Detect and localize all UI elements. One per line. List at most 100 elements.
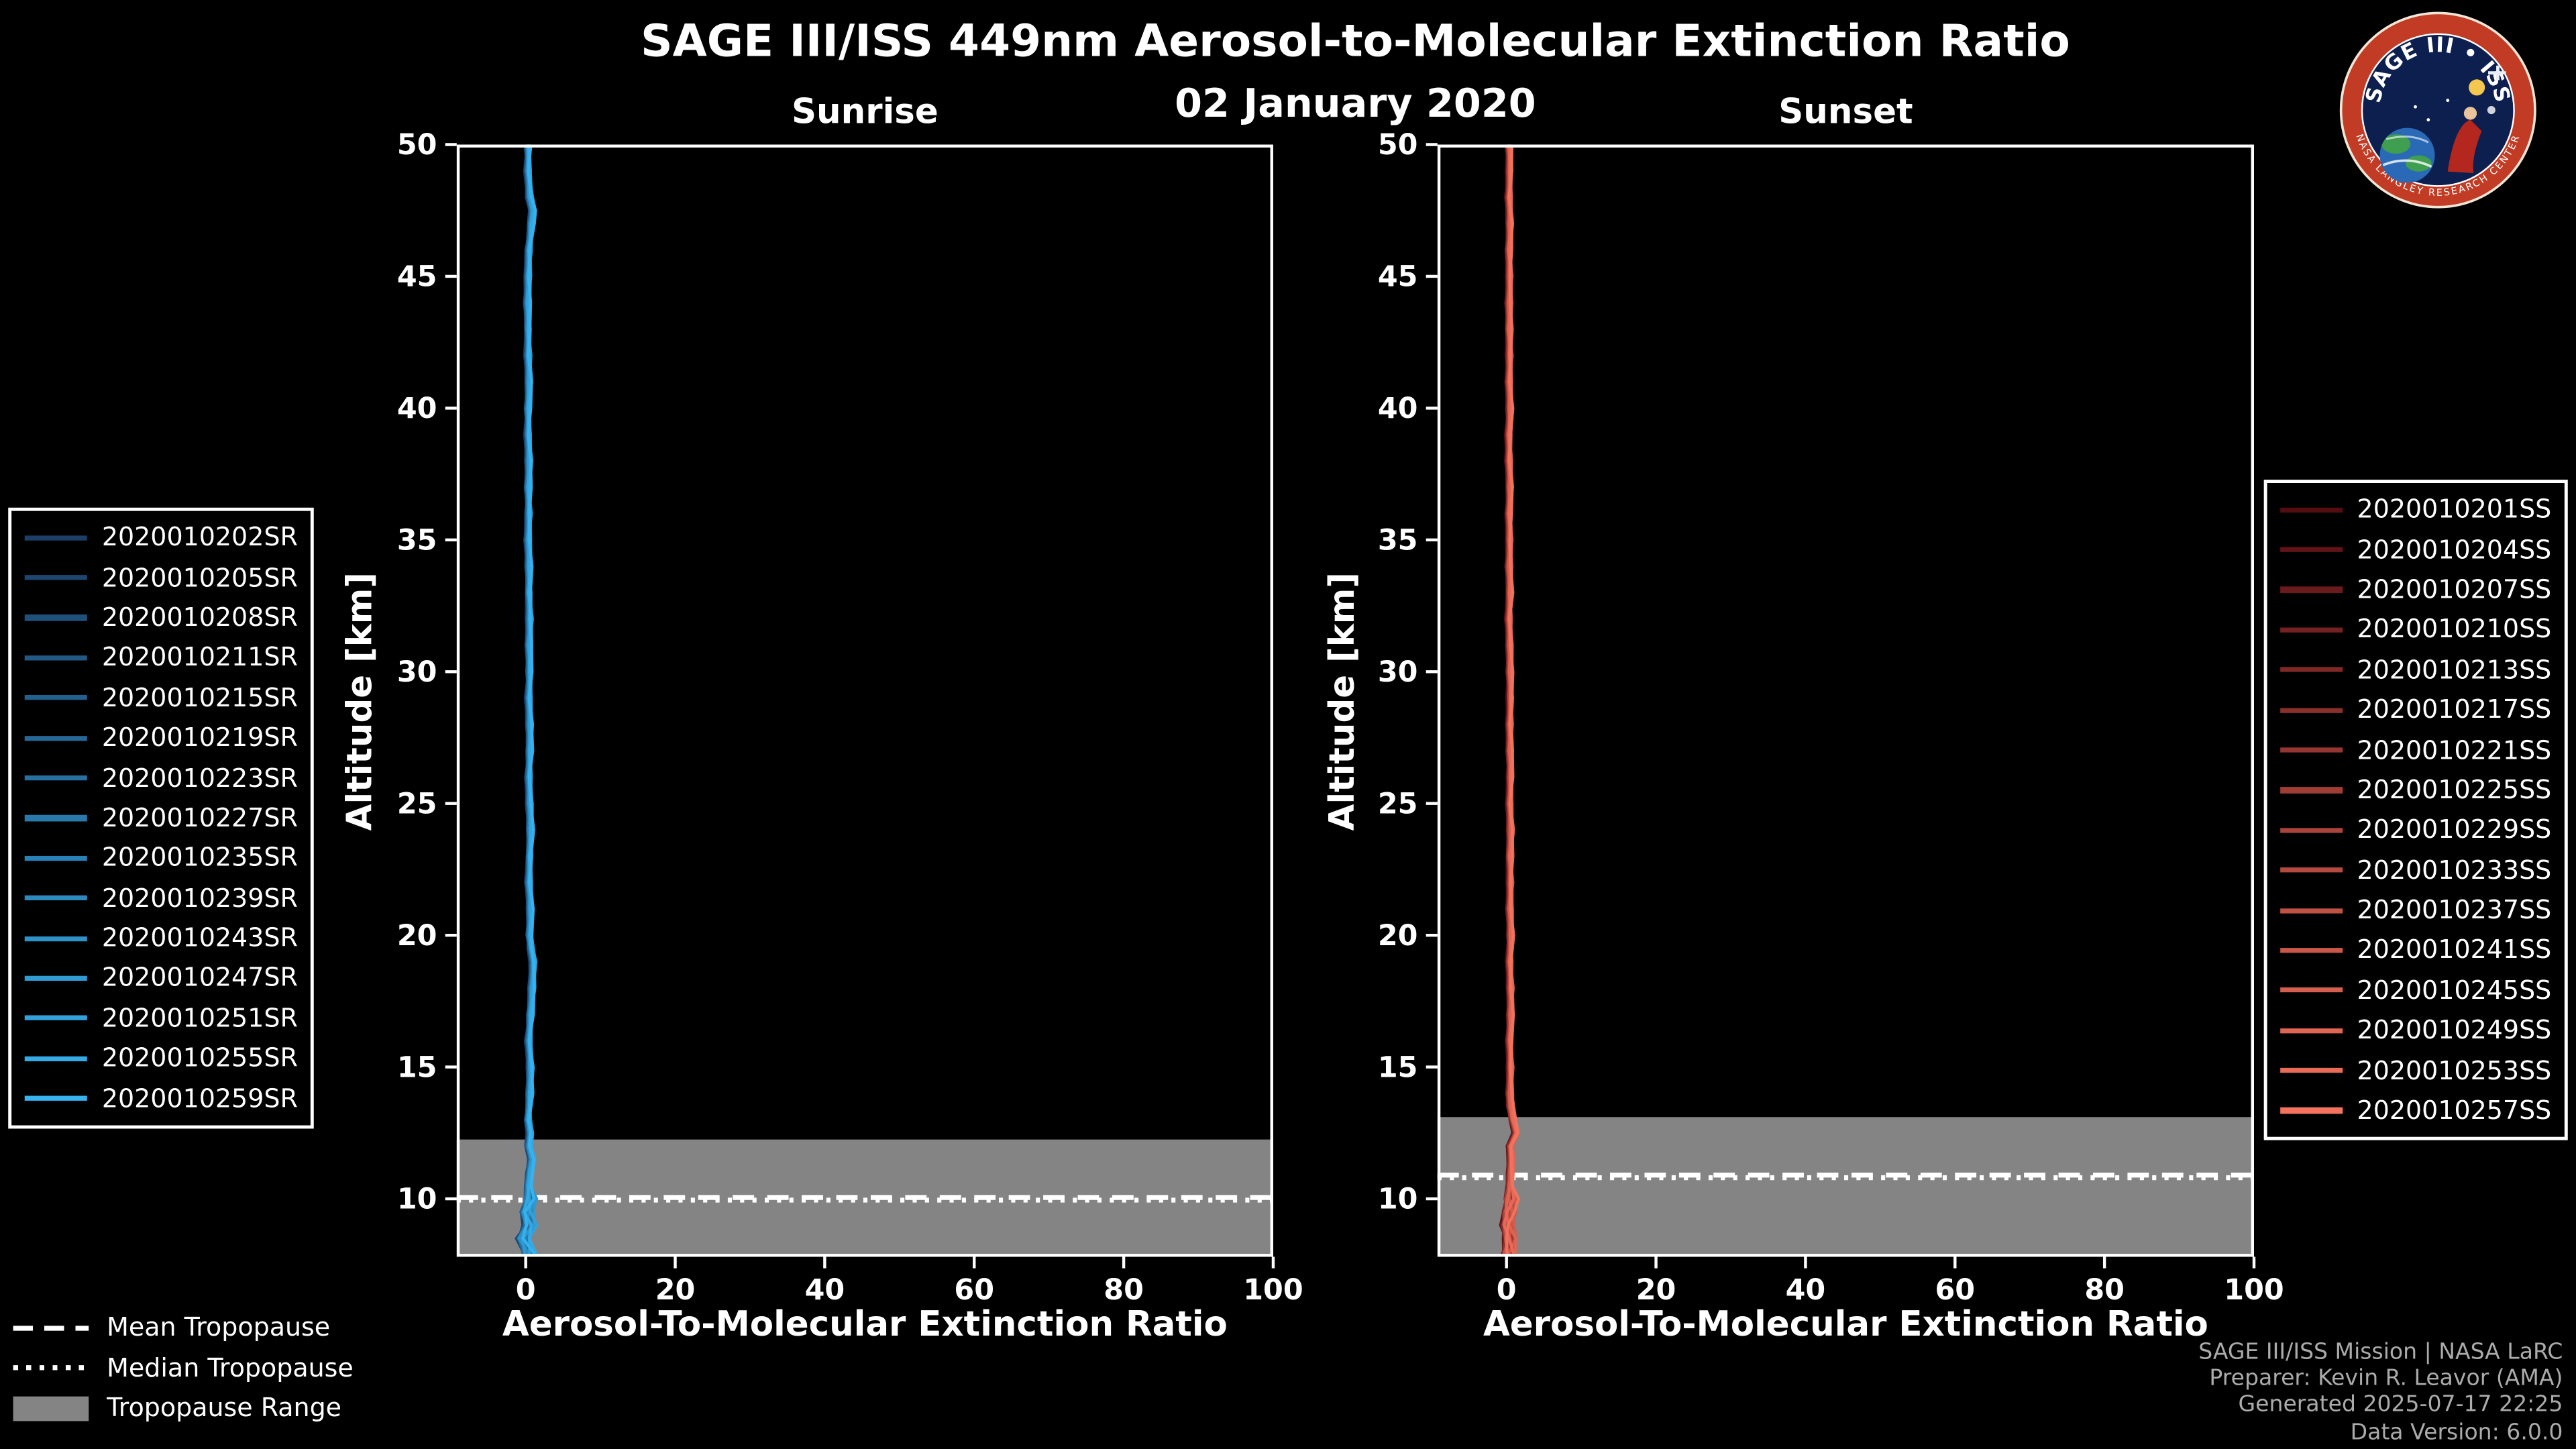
legend-event-label: 2020010249SS — [2357, 1016, 2552, 1046]
legend-event-label: 2020010255SR — [101, 1043, 298, 1073]
sunset-plot-area: 50 45 40 35 30 25 20 15 10 0 20 40 60 80 100 — [1378, 128, 2284, 1307]
legend-event-label: 2020010237SS — [2357, 895, 2552, 926]
legend-item: 2020010201SS — [2279, 490, 2551, 530]
sunset-panel-title: Sunset — [1778, 92, 1913, 131]
legend-item: 2020010245SS — [2279, 971, 2551, 1011]
sage-iii-iss-mission-patch-logo: SAGE III • ISS NASA LANGLEY RESEARCH CEN… — [2339, 11, 2536, 209]
legend-item: 2020010241SS — [2279, 930, 2551, 971]
legend-item: 2020010237SS — [2279, 890, 2551, 930]
legend-event-label: 2020010251SR — [101, 1004, 298, 1034]
legend-line-sample — [24, 855, 87, 861]
legend-item: 2020010204SS — [2279, 530, 2551, 570]
legend-item: 2020010207SS — [2279, 570, 2551, 610]
svg-text:20: 20 — [397, 919, 437, 953]
legend-item: 2020010251SR — [24, 998, 298, 1038]
legend-line-sample — [2279, 1108, 2343, 1114]
legend-item: 2020010225SS — [2279, 770, 2551, 810]
legend-event-label: 2020010225SS — [2357, 775, 2552, 805]
svg-text:10: 10 — [397, 1183, 437, 1216]
legend-line-sample — [2279, 1067, 2343, 1073]
legend-item: 2020010202SR — [24, 517, 298, 557]
figure-date: 02 January 2020 — [1175, 80, 1536, 127]
legend-event-label: 2020010221SS — [2357, 735, 2552, 765]
svg-text:80: 80 — [2084, 1273, 2125, 1307]
legend-item: 2020010210SS — [2279, 610, 2551, 650]
svg-text:60: 60 — [954, 1273, 994, 1307]
legend-line-sample — [2279, 987, 2343, 994]
svg-text:45: 45 — [1378, 260, 1418, 294]
legend-line-sample — [24, 575, 87, 580]
legend-line-sample — [24, 614, 87, 621]
legend-item: 2020010259SR — [24, 1079, 298, 1119]
legend-item: 2020010221SS — [2279, 730, 2551, 770]
legend-event-label: 2020010202SR — [101, 523, 298, 553]
legend-event-label: 2020010229SS — [2357, 815, 2552, 845]
legend-item: 2020010235SR — [24, 838, 298, 878]
svg-text:0: 0 — [516, 1273, 536, 1307]
legend-item: 2020010229SS — [2279, 810, 2551, 851]
svg-text:100: 100 — [2224, 1273, 2284, 1307]
legend-event-label: 2020010210SS — [2357, 614, 2552, 645]
svg-text:40: 40 — [397, 392, 437, 425]
sunset-y-axis-label: Altitude [km] — [1322, 572, 1362, 831]
preparer-credit: Preparer: Kevin R. Leavor (AMA) — [2209, 1365, 2563, 1392]
gray-patch-sample — [13, 1396, 89, 1421]
legend-event-label: 2020010207SS — [2357, 575, 2552, 605]
legend-event-label: 2020010257SS — [2357, 1095, 2552, 1126]
svg-text:35: 35 — [397, 524, 437, 557]
legend-line-sample — [2279, 707, 2343, 713]
svg-text:20: 20 — [1636, 1273, 1676, 1307]
legend-event-label: 2020010223SR — [101, 763, 298, 793]
mean-tropopause-label: Mean Tropopause — [107, 1313, 331, 1343]
dotted-line-sample — [13, 1365, 89, 1371]
legend-item: 2020010223SR — [24, 758, 298, 798]
legend-event-label: 2020010241SS — [2357, 935, 2552, 965]
svg-text:10: 10 — [1378, 1183, 1418, 1216]
sunrise-y-axis-label: Altitude [km] — [339, 572, 380, 831]
legend-event-label: 2020010208SR — [101, 602, 298, 633]
svg-text:45: 45 — [397, 260, 437, 294]
legend-item: 2020010227SR — [24, 798, 298, 839]
sunrise-plot-area: 50 45 40 35 30 25 20 15 10 0 20 40 60 80 100 — [397, 128, 1303, 1307]
sunrise-events-legend: 2020010202SR 2020010205SR 2020010208SR 2020… — [8, 507, 315, 1129]
legend-line-sample — [2279, 867, 2343, 873]
legend-item: 2020010211SR — [24, 638, 298, 678]
legend-line-sample — [24, 695, 87, 701]
tropopause-legend: Mean Tropopause Median Tropopause Tropop… — [13, 1307, 354, 1429]
tropopause-range-label: Tropopause Range — [107, 1393, 342, 1424]
legend-event-label: 2020010243SR — [101, 923, 298, 953]
legend-event-label: 2020010213SS — [2357, 655, 2552, 685]
legend-event-label: 2020010217SS — [2357, 695, 2552, 725]
page-title: SAGE III/ISS 449nm Aerosol-to-Molecular … — [640, 16, 2070, 68]
legend-event-label: 2020010219SR — [101, 722, 298, 753]
legend-line-sample — [2279, 627, 2343, 633]
data-version: Data Version: 6.0.0 — [2350, 1418, 2563, 1446]
svg-text:25: 25 — [1378, 787, 1418, 820]
legend-item: 2020010217SS — [2279, 690, 2551, 730]
svg-text:15: 15 — [397, 1051, 437, 1084]
sunrise-panel-title: Sunrise — [791, 92, 938, 131]
generated-timestamp: Generated 2025-07-17 22:25 — [2238, 1392, 2563, 1419]
legend-item: 2020010233SS — [2279, 850, 2551, 890]
legend-event-label: 2020010259SR — [101, 1083, 298, 1114]
tropopause-range-legend-item: Tropopause Range — [13, 1389, 354, 1429]
legend-event-label: 2020010205SR — [101, 562, 298, 593]
legend-item: 2020010239SR — [24, 878, 298, 918]
legend-event-label: 2020010253SS — [2357, 1055, 2552, 1085]
legend-event-label: 2020010227SR — [101, 803, 298, 833]
svg-text:0: 0 — [1497, 1273, 1517, 1307]
sunset-events-legend: 2020010201SS 2020010204SS 2020010207SS 2020… — [2263, 480, 2568, 1141]
legend-line-sample — [24, 975, 87, 981]
legend-event-label: 2020010201SS — [2357, 494, 2552, 525]
legend-item: 2020010213SS — [2279, 650, 2551, 690]
legend-event-label: 2020010235SR — [101, 843, 298, 873]
legend-line-sample — [2279, 827, 2343, 833]
legend-line-sample — [24, 535, 87, 541]
mission-credit: SAGE III/ISS Mission | NASA LaRC — [2198, 1338, 2563, 1366]
legend-line-sample — [24, 895, 87, 901]
svg-text:15: 15 — [1378, 1051, 1418, 1084]
legend-line-sample — [2279, 667, 2343, 673]
legend-line-sample — [24, 935, 87, 941]
legend-item: 2020010257SS — [2279, 1091, 2551, 1131]
